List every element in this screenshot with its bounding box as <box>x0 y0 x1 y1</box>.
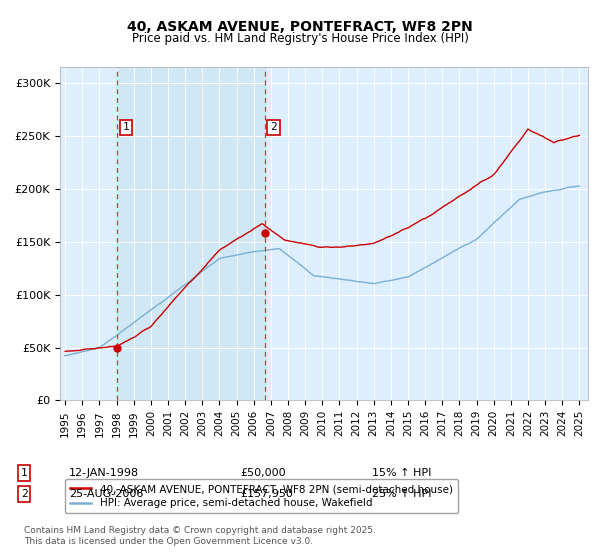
Text: 2: 2 <box>20 489 28 499</box>
Text: £50,000: £50,000 <box>240 468 286 478</box>
Text: £157,950: £157,950 <box>240 489 293 499</box>
Text: 12-JAN-1998: 12-JAN-1998 <box>69 468 139 478</box>
Text: Price paid vs. HM Land Registry's House Price Index (HPI): Price paid vs. HM Land Registry's House … <box>131 32 469 45</box>
Text: 1: 1 <box>20 468 28 478</box>
Text: 1: 1 <box>122 123 129 133</box>
Text: 15% ↑ HPI: 15% ↑ HPI <box>372 468 431 478</box>
Bar <box>117 67 265 400</box>
Text: 25-AUG-2006: 25-AUG-2006 <box>69 489 143 499</box>
Text: 40, ASKAM AVENUE, PONTEFRACT, WF8 2PN: 40, ASKAM AVENUE, PONTEFRACT, WF8 2PN <box>127 20 473 34</box>
Text: Contains HM Land Registry data © Crown copyright and database right 2025.
This d: Contains HM Land Registry data © Crown c… <box>24 526 376 546</box>
Text: 25% ↑ HPI: 25% ↑ HPI <box>372 489 431 499</box>
Text: 2: 2 <box>270 123 277 133</box>
Legend: 40, ASKAM AVENUE, PONTEFRACT, WF8 2PN (semi-detached house), HPI: Average price,: 40, ASKAM AVENUE, PONTEFRACT, WF8 2PN (s… <box>65 479 458 514</box>
